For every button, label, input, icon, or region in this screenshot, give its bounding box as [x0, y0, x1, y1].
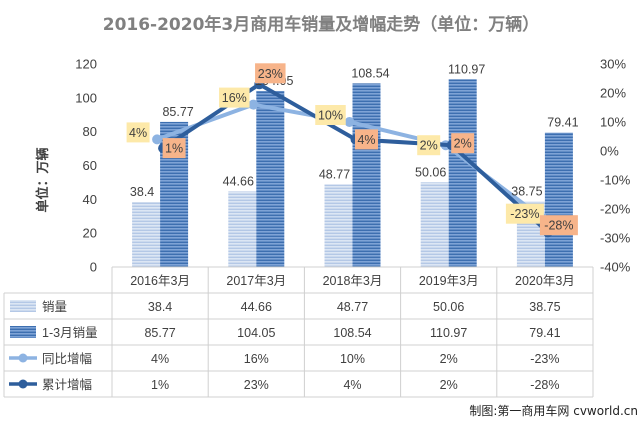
- line-label-box-0-2: [315, 105, 346, 125]
- table-cell: -23%: [530, 352, 559, 366]
- bar-value-label: 50.06: [415, 165, 446, 179]
- table-cell: 108.54: [333, 326, 371, 340]
- bar-series: [132, 79, 573, 267]
- table-cell: 4%: [343, 378, 361, 392]
- table-cell: -28%: [530, 378, 559, 392]
- line-label-box-0-3: [417, 135, 441, 156]
- legend-label: 累计增幅: [42, 377, 92, 392]
- line-point-0-1: [248, 99, 259, 110]
- table-cell: 16%: [244, 352, 269, 366]
- table-cell: 38.75: [529, 300, 560, 314]
- bar-value-label: 48.77: [319, 167, 350, 181]
- legend-key-dot-2: [18, 353, 28, 363]
- category-label: 2016年3月: [130, 274, 190, 288]
- bar-value-label: 38.4: [130, 185, 154, 199]
- chart-credit: 制图:第一商用车网 cvworld.cn: [469, 403, 638, 418]
- line-label-box-1-1: [255, 63, 286, 84]
- y2-tick-label: -10%: [600, 173, 631, 188]
- bar-value-label: 110.97: [448, 62, 485, 76]
- y-tick-label: 40: [83, 192, 97, 207]
- table-cell: 110.97: [430, 326, 467, 340]
- line-point-0-0: [152, 134, 163, 145]
- chart-title: 2016-2020年3月商用车销量及增幅走势（单位：万辆）: [103, 14, 540, 35]
- y-tick-label: 60: [83, 158, 97, 173]
- y2-tick-label: 30%: [600, 57, 626, 72]
- left-axis-ticks: 0 20 40 60 80 100 120: [75, 57, 97, 275]
- table-cell: 2%: [440, 352, 458, 366]
- legend-key-0: [10, 300, 36, 312]
- y2-tick-label: -30%: [600, 231, 631, 246]
- category-label: 2018年3月: [323, 274, 383, 288]
- bar-ytd-4: [544, 132, 573, 267]
- line-value-label: 2%: [420, 139, 438, 153]
- table-cell: 38.4: [148, 300, 172, 314]
- line-point-0-2: [344, 117, 355, 127]
- table-cell: 50.06: [433, 300, 464, 314]
- bar-ytd-3: [448, 79, 477, 267]
- y-axis-title: 单位：万辆: [35, 147, 51, 212]
- table-cell: 104.05: [237, 326, 275, 340]
- line-value-label: 10%: [318, 109, 343, 123]
- line-label-box-0-1: [219, 87, 250, 108]
- line-value-label: 4%: [357, 133, 375, 147]
- y-tick-label: 120: [75, 57, 97, 72]
- bar-ytd-2: [352, 83, 381, 267]
- right-axis-ticks: -40% -30% -20% -10% 0% 10% 20% 30%: [600, 57, 631, 275]
- bar-value-label: 85.77: [162, 105, 193, 119]
- bar-monthly-0: [132, 202, 161, 267]
- bar-value-label: 44.66: [223, 174, 254, 188]
- legend-key-1: [10, 326, 36, 338]
- line-value-label: 1%: [165, 142, 183, 156]
- table-cell: 44.66: [241, 300, 272, 314]
- data-labels: 38.444.6648.7750.0638.7585.77104.05108.5…: [126, 62, 579, 236]
- line-value-label: 16%: [222, 91, 247, 105]
- line-label-box-1-4: [539, 215, 578, 236]
- category-label: 2017年3月: [226, 274, 286, 288]
- line-label-box-1-0: [162, 138, 186, 159]
- bar-value-label: 108.54: [351, 66, 389, 80]
- bar-monthly-2: [324, 184, 353, 267]
- line-value-label: -23%: [510, 207, 539, 221]
- y-tick-label: 0: [90, 260, 97, 275]
- y-tick-label: 20: [83, 226, 97, 241]
- table-cell: 10%: [340, 352, 365, 366]
- y-tick-label: 100: [75, 90, 97, 105]
- legend-key-dot-3: [18, 379, 28, 389]
- bar-value-label: 79.41: [547, 116, 578, 130]
- category-label: 2020年3月: [515, 274, 575, 288]
- line-value-label: 4%: [129, 126, 147, 140]
- y2-tick-label: 10%: [600, 115, 626, 130]
- line-value-label: 23%: [258, 67, 283, 81]
- y2-tick-label: 0%: [600, 144, 619, 159]
- y-tick-label: 80: [83, 124, 97, 139]
- table-cell: 23%: [244, 378, 269, 392]
- legend-label: 同比增幅: [42, 351, 92, 366]
- table-cell: 4%: [151, 352, 169, 366]
- category-label: 2019年3月: [419, 274, 479, 288]
- legend-label: 销量: [42, 300, 67, 314]
- bar-value-label: 38.75: [511, 184, 542, 198]
- line-label-box-1-2: [355, 129, 378, 150]
- table-cell: 79.41: [529, 326, 560, 340]
- y2-tick-label: -20%: [600, 202, 631, 217]
- y2-tick-label: -40%: [600, 260, 631, 275]
- bar-ytd-1: [256, 90, 285, 267]
- legend-label: 1-3月销量: [42, 326, 98, 340]
- table-cell: 48.77: [337, 300, 368, 314]
- line-label-box-0-0: [126, 122, 150, 143]
- table-cell: 85.77: [144, 326, 175, 340]
- line-value-label: -28%: [544, 219, 573, 233]
- y2-tick-label: 20%: [600, 86, 626, 101]
- line-value-label: 2%: [454, 137, 472, 151]
- bar-monthly-3: [420, 182, 449, 267]
- table-cell: 1%: [151, 378, 169, 392]
- bar-monthly-1: [228, 191, 257, 267]
- line-label-box-1-3: [451, 133, 475, 154]
- line-label-box-0-4: [505, 203, 544, 224]
- table-cell: 2%: [440, 378, 458, 392]
